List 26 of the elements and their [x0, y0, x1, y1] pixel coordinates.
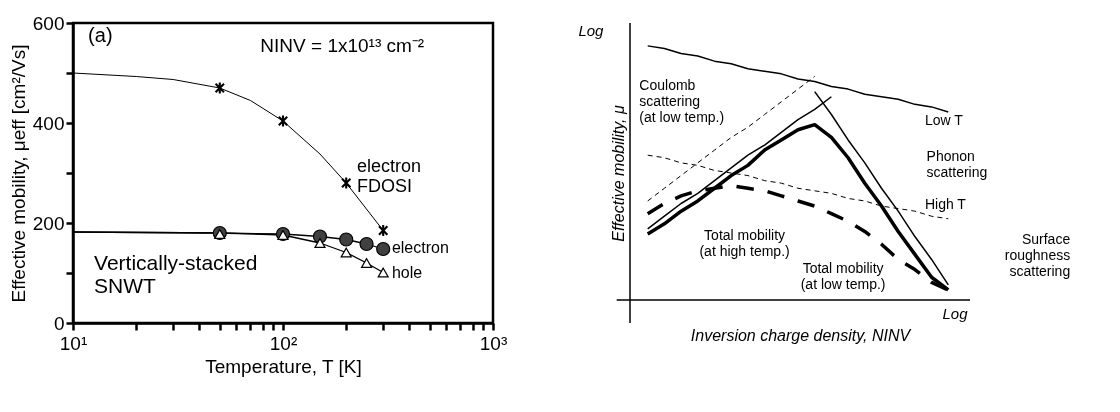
- x-tick-label: 10³: [479, 332, 508, 354]
- annotation: Total mobility (at high temp.): [699, 226, 790, 259]
- y-tick-label: 0: [53, 312, 65, 334]
- annotation: (a): [88, 23, 113, 46]
- annotation: Vertically-stacked SNWT: [94, 251, 258, 297]
- annotation: Coulomb scattering (at low temp.): [639, 76, 725, 125]
- x-axis-title: Inversion charge density, NINV: [690, 326, 912, 344]
- annotation: Total mobility (at low temp.): [800, 259, 886, 292]
- x-tick-label: 10¹: [59, 332, 88, 354]
- annotation: electron: [391, 239, 449, 256]
- text: Surface roughness scattering: [1004, 230, 1071, 279]
- text: Log: [578, 21, 605, 39]
- annotation: hole: [391, 264, 423, 281]
- y-axis-title: Effective mobility, μ: [609, 105, 627, 242]
- y-tick-label: 400: [32, 112, 65, 134]
- text: Log: [942, 305, 969, 323]
- y-tick-label: 200: [32, 212, 65, 234]
- x-axis-title: Temperature, T [K]: [205, 355, 362, 377]
- x-tick-label: 10²: [269, 332, 298, 354]
- y-tick-label: 600: [32, 12, 65, 34]
- annotation: Phonon scattering: [926, 148, 988, 181]
- annotation: NINV = 1x10¹³ cm⁻²: [260, 34, 425, 56]
- annotation: electron FDOSI: [356, 156, 422, 196]
- y-axis-title: Effective mobility, μeff [cm²/Vs]: [7, 44, 29, 303]
- annotation: Low T: [924, 111, 964, 128]
- annotation: High T: [924, 196, 967, 213]
